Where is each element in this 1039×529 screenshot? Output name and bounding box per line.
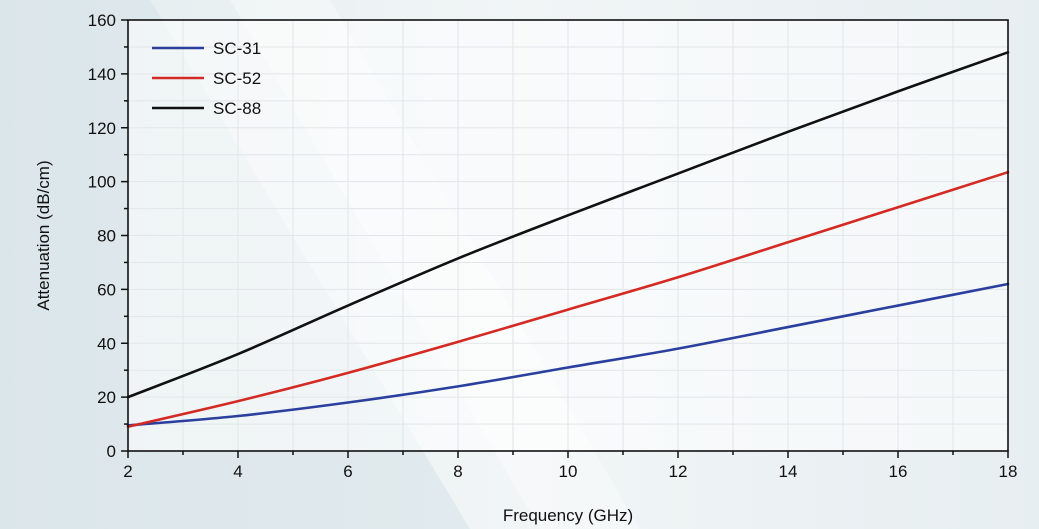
legend: SC-31 SC-52 SC-88	[152, 39, 261, 118]
series-line-sc-52	[126, 170, 1010, 429]
legend-label-sc-88: SC-88	[213, 99, 261, 118]
series-line-sc-31	[126, 282, 1010, 427]
x-tick-label: 14	[779, 462, 798, 481]
series-line-sc-88	[126, 51, 1010, 399]
x-tick-label: 16	[889, 462, 908, 481]
x-tick-label: 4	[233, 462, 242, 481]
y-tick-label: 100	[88, 173, 116, 192]
y-tick-label: 80	[97, 227, 116, 246]
y-tick-label: 20	[97, 388, 116, 407]
x-tick-label: 12	[669, 462, 688, 481]
grid-lines	[128, 20, 1008, 451]
y-tick-label: 160	[88, 11, 116, 30]
legend-label-sc-31: SC-31	[213, 39, 261, 58]
x-tick-label: 6	[343, 462, 352, 481]
x-tick-label: 8	[453, 462, 462, 481]
y-tick-label: 0	[107, 442, 116, 461]
y-tick-label: 120	[88, 119, 116, 138]
axis-ticks	[121, 19, 1009, 458]
legend-label-sc-52: SC-52	[213, 69, 261, 88]
y-tick-label: 60	[97, 280, 116, 299]
y-tick-label: 40	[97, 334, 116, 353]
x-tick-label: 2	[123, 462, 132, 481]
y-axis-label: Attenuation (dB/cm)	[34, 160, 53, 310]
x-axis-label: Frequency (GHz)	[503, 506, 633, 525]
series-lines	[126, 51, 1010, 429]
axis-tick-labels: 2 4 6 8 10 12 14 16 18 0 20 40 60 80 100 120 140 160	[88, 11, 1018, 481]
x-tick-label: 18	[999, 462, 1018, 481]
x-tick-label: 10	[559, 462, 578, 481]
y-tick-label: 140	[88, 65, 116, 84]
